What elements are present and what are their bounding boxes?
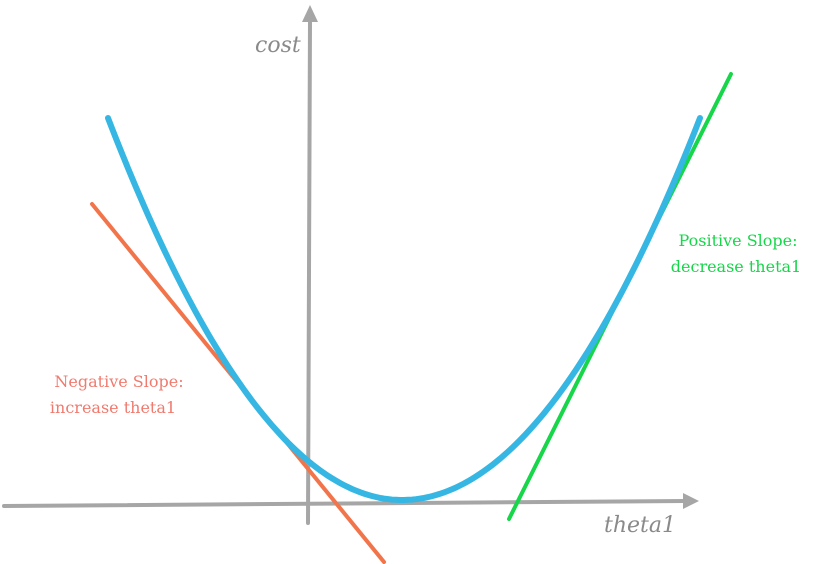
x-axis-label: theta1: [604, 513, 676, 538]
y-axis-label: cost: [255, 33, 301, 58]
negative-slope-label-line1: Negative Slope:: [54, 372, 183, 391]
x-axis: [2, 499, 688, 508]
cost-curve: [105, 115, 703, 503]
positive-slope-label-line1: Positive Slope:: [678, 231, 797, 250]
y-axis-arrowhead: [302, 5, 318, 22]
y-axis: [306, 18, 312, 525]
negative-slope-label-line2: increase theta1: [50, 398, 176, 417]
positive-slope-label-line2: decrease theta1: [671, 257, 801, 276]
x-axis-arrowhead: [683, 493, 699, 509]
